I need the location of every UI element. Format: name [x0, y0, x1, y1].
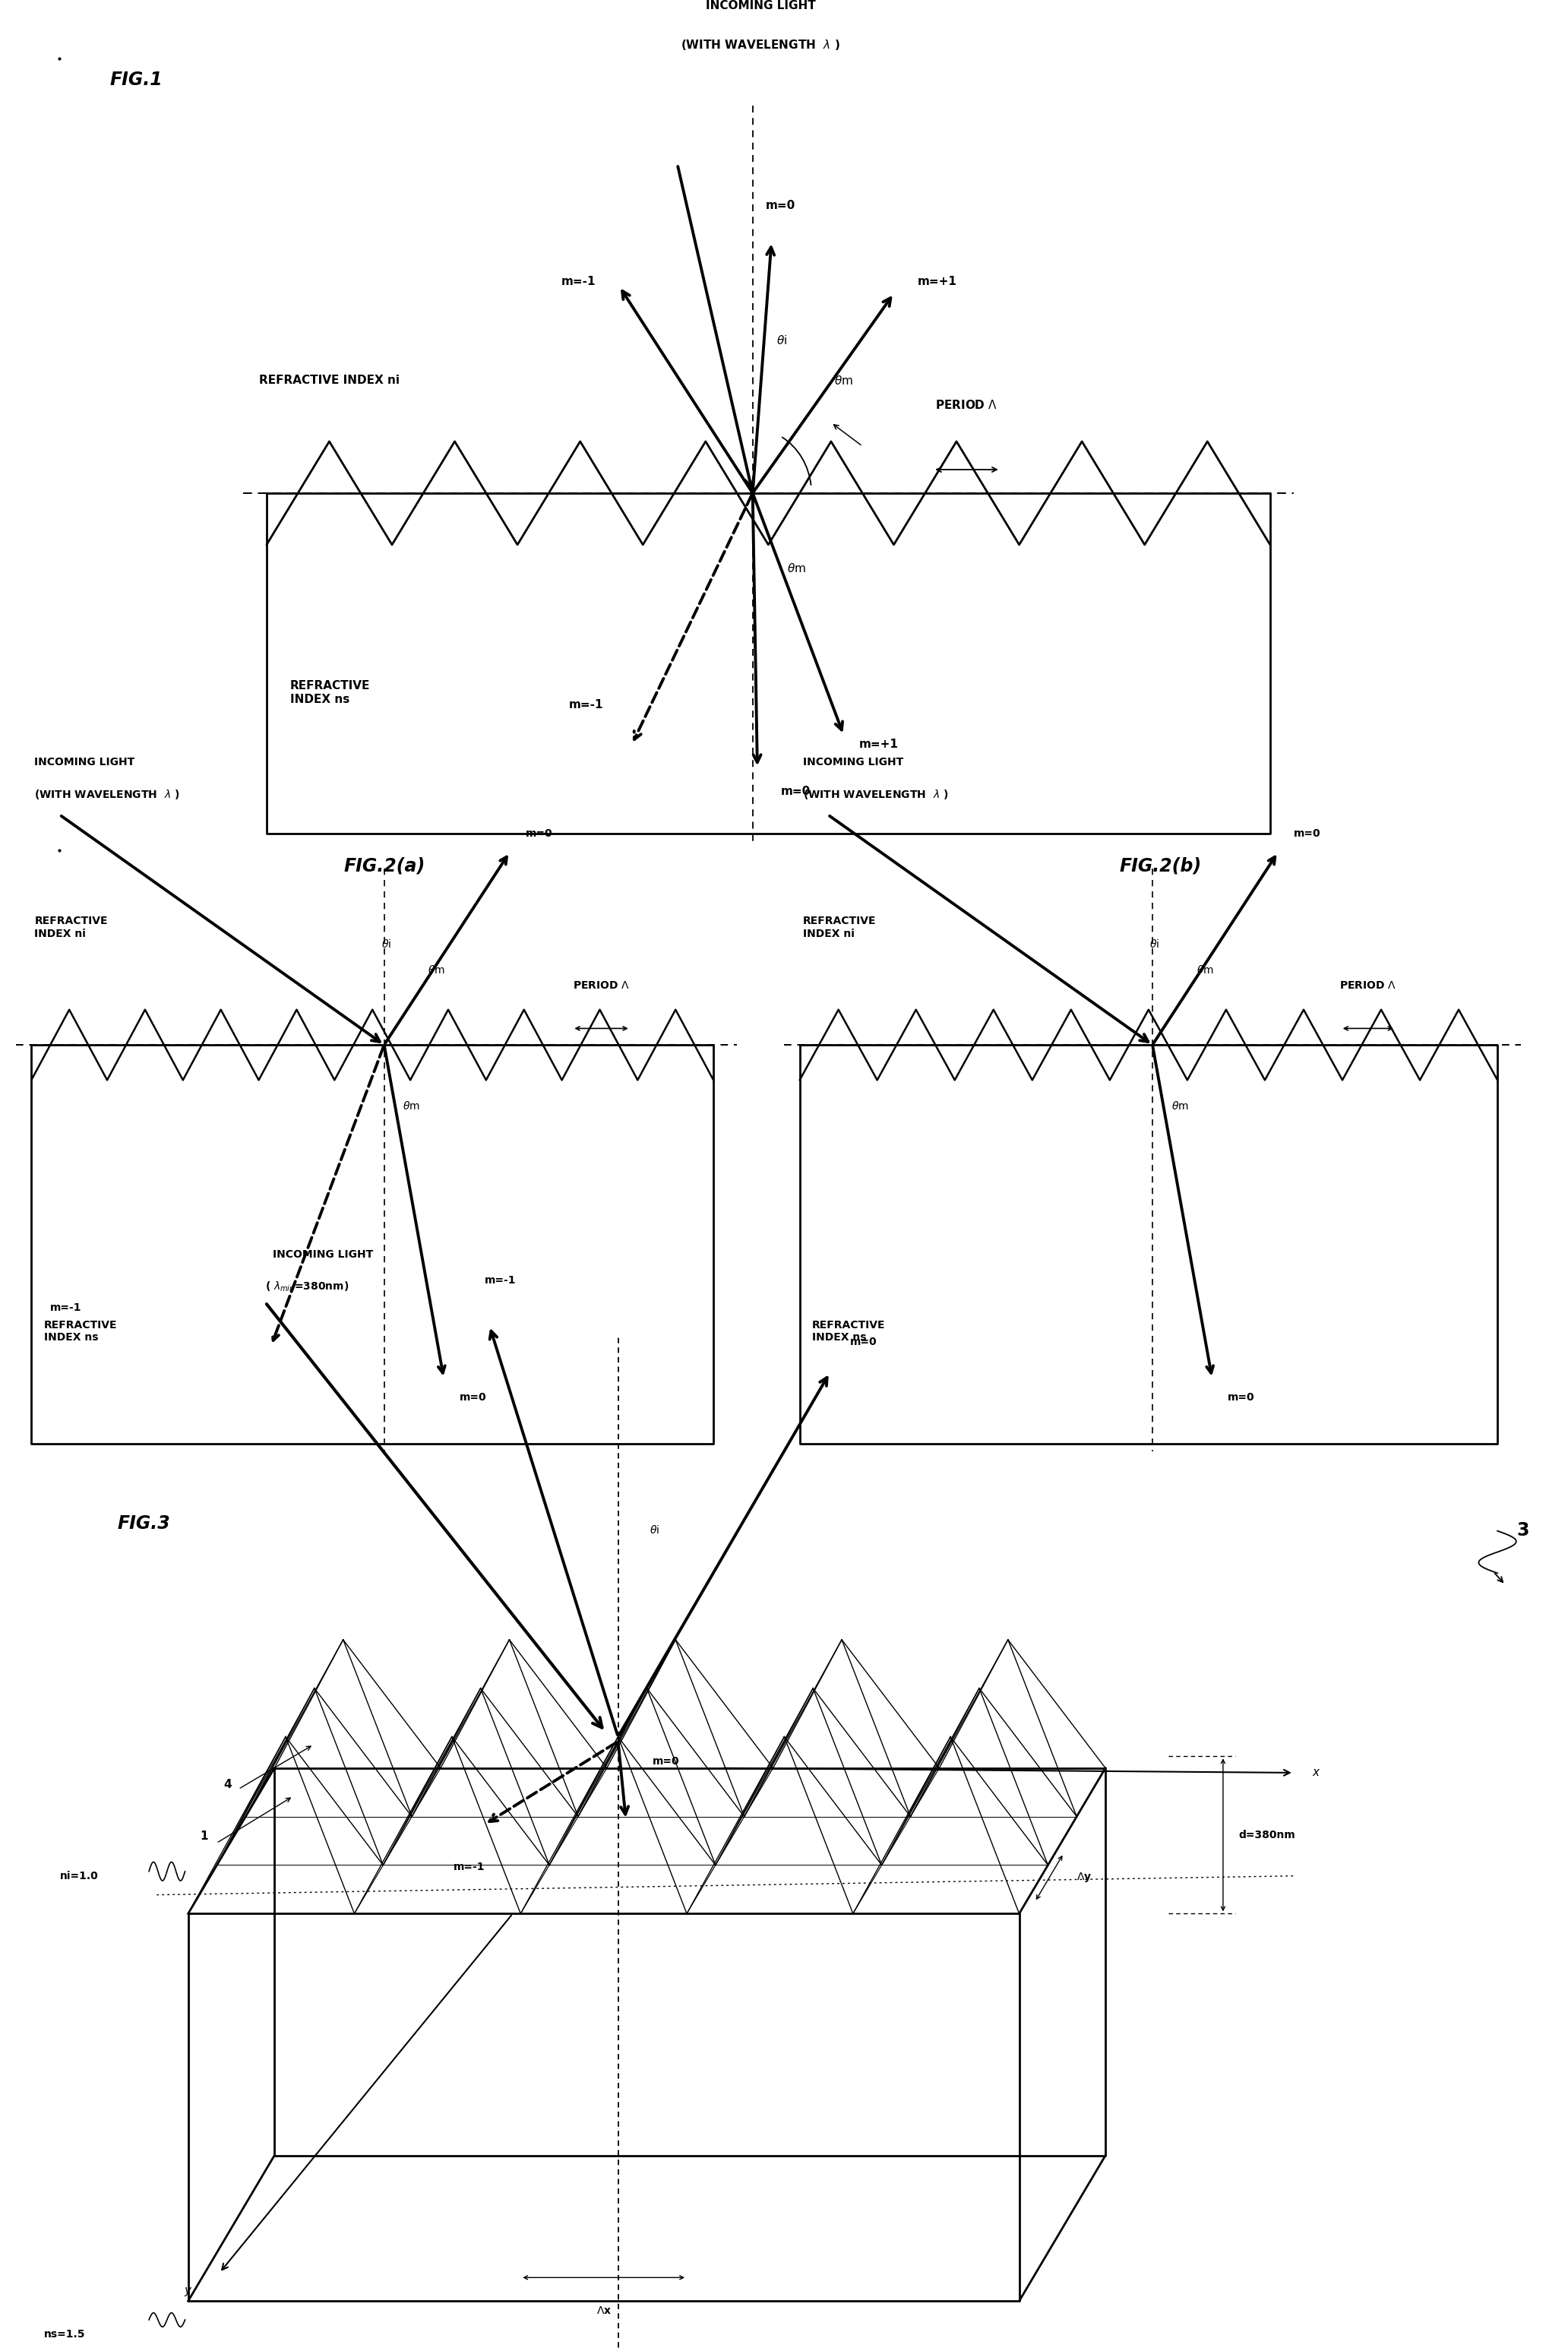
Text: $\theta$m: $\theta$m: [1196, 965, 1214, 974]
Text: m=+1: m=+1: [917, 277, 956, 286]
Text: $\theta$m: $\theta$m: [403, 1101, 420, 1111]
Text: ns=1.5: ns=1.5: [44, 2329, 85, 2341]
Text: $\theta$i: $\theta$i: [776, 333, 787, 348]
Text: REFRACTIVE
INDEX ns: REFRACTIVE INDEX ns: [44, 1320, 118, 1343]
Text: $\Lambda$x: $\Lambda$x: [596, 2306, 612, 2317]
Text: REFRACTIVE
INDEX ns: REFRACTIVE INDEX ns: [290, 681, 370, 704]
Text: m=0: m=0: [652, 1756, 679, 1766]
Text: PERIOD $\Lambda$: PERIOD $\Lambda$: [572, 979, 630, 991]
Text: INCOMING LIGHT: INCOMING LIGHT: [803, 756, 903, 768]
Text: d=380nm: d=380nm: [1239, 1829, 1295, 1841]
Text: (WITH WAVELENGTH  $\lambda$ ): (WITH WAVELENGTH $\lambda$ ): [803, 787, 949, 801]
Text: 3: 3: [1516, 1522, 1529, 1540]
Text: y: y: [185, 2285, 191, 2296]
Text: m=0: m=0: [459, 1392, 486, 1402]
Text: FIG.3: FIG.3: [118, 1514, 171, 1533]
Text: $\theta$i: $\theta$i: [381, 939, 390, 949]
Text: m=-1: m=-1: [50, 1303, 82, 1313]
Text: m=0: m=0: [765, 200, 797, 211]
Text: REFRACTIVE
INDEX ns: REFRACTIVE INDEX ns: [812, 1320, 886, 1343]
Text: REFRACTIVE
INDEX ni: REFRACTIVE INDEX ni: [34, 916, 108, 939]
Text: $\theta$i: $\theta$i: [1149, 939, 1159, 949]
Text: m=-1: m=-1: [453, 1862, 485, 1874]
Text: m=-1: m=-1: [485, 1275, 516, 1287]
Text: 1: 1: [199, 1831, 209, 1841]
Text: m=0: m=0: [850, 1336, 877, 1348]
Text: $\Lambda$y: $\Lambda$y: [1076, 1871, 1091, 1883]
Text: PERIOD $\Lambda$: PERIOD $\Lambda$: [936, 399, 997, 411]
Text: INCOMING LIGHT: INCOMING LIGHT: [34, 756, 135, 768]
Text: m=0: m=0: [781, 787, 811, 796]
Text: FIG.2(a): FIG.2(a): [343, 857, 425, 876]
Text: $\theta$m: $\theta$m: [1171, 1101, 1189, 1111]
Text: m=0: m=0: [1228, 1392, 1254, 1402]
Text: m=-1: m=-1: [569, 700, 604, 709]
Text: INCOMING LIGHT: INCOMING LIGHT: [706, 0, 815, 12]
Text: m=+1: m=+1: [859, 740, 898, 749]
Text: m=0: m=0: [525, 829, 552, 838]
Text: (WITH WAVELENGTH  $\lambda$ ): (WITH WAVELENGTH $\lambda$ ): [34, 787, 180, 801]
Text: INCOMING LIGHT: INCOMING LIGHT: [273, 1249, 373, 1261]
Text: ni=1.0: ni=1.0: [60, 1871, 99, 1881]
Text: $\theta$i: $\theta$i: [649, 1524, 659, 1536]
Text: FIG.2(b): FIG.2(b): [1120, 857, 1201, 876]
Text: 4: 4: [223, 1780, 232, 1789]
Text: $\theta$m: $\theta$m: [428, 965, 445, 974]
Text: FIG.1: FIG.1: [110, 70, 163, 89]
Text: PERIOD $\Lambda$: PERIOD $\Lambda$: [1339, 979, 1397, 991]
Text: REFRACTIVE INDEX ni: REFRACTIVE INDEX ni: [259, 376, 400, 385]
Text: $\theta$m: $\theta$m: [834, 373, 853, 387]
Text: x: x: [1312, 1768, 1319, 1777]
Text: REFRACTIVE
INDEX ni: REFRACTIVE INDEX ni: [803, 916, 877, 939]
Text: (WITH WAVELENGTH  $\lambda$ ): (WITH WAVELENGTH $\lambda$ ): [681, 38, 840, 52]
Text: m=0: m=0: [1294, 829, 1320, 838]
Text: $\theta$m: $\theta$m: [787, 561, 806, 575]
Text: ( $\lambda$$_{min}$=380nm): ( $\lambda$$_{min}$=380nm): [265, 1280, 350, 1294]
Text: m=-1: m=-1: [561, 277, 596, 286]
